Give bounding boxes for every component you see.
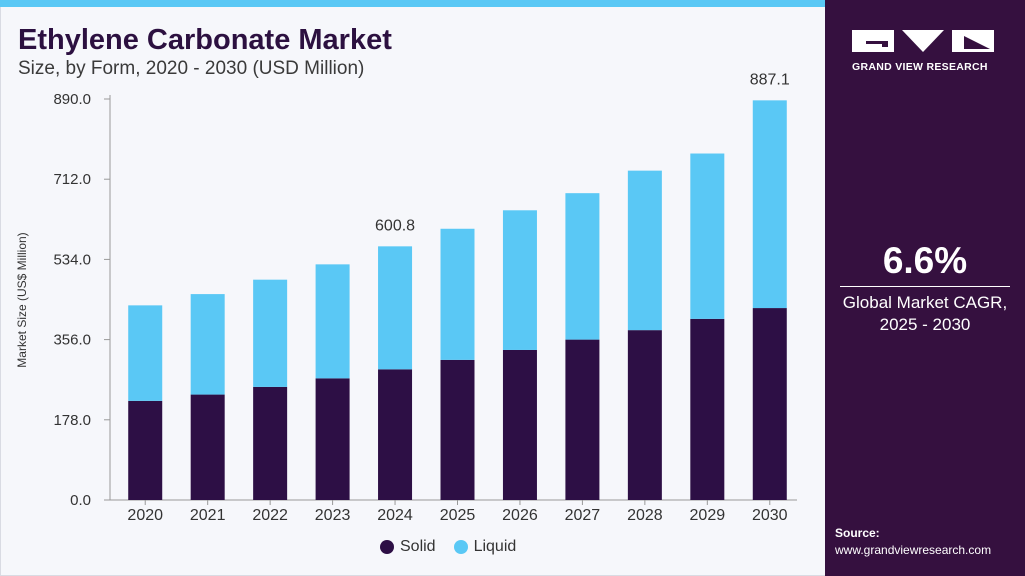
- chart-legend: Solid Liquid: [380, 538, 534, 556]
- bar-solid: [315, 378, 350, 500]
- bar-solid: [378, 369, 413, 500]
- legend-item-solid: Solid: [380, 538, 436, 556]
- bar-liquid: [752, 100, 787, 309]
- y-axis-title: Market Size (US$ Million): [15, 232, 29, 367]
- x-tick-label: 2023: [315, 507, 351, 524]
- y-tick-label: 890.0: [53, 91, 91, 108]
- data-label: 887.1: [750, 71, 790, 88]
- bar-solid: [128, 400, 163, 500]
- legend-swatch-liquid: [453, 540, 468, 554]
- bar-liquid: [128, 305, 163, 401]
- bar-solid: [253, 386, 288, 500]
- grand-view-research-logo: [852, 30, 994, 52]
- bar-liquid: [378, 246, 413, 370]
- cagr-divider: [840, 286, 1010, 287]
- x-tick-label: 2029: [690, 507, 726, 524]
- legend-label-solid: Solid: [400, 538, 436, 555]
- bar-liquid: [440, 228, 475, 360]
- cagr-label-line2: 2025 - 2030: [879, 315, 971, 334]
- data-label: 600.8: [375, 217, 415, 234]
- bar-solid: [627, 330, 662, 500]
- source-url[interactable]: www.grandviewresearch.com: [835, 543, 992, 557]
- x-tick-label: 2022: [252, 507, 288, 524]
- y-tick-label: 712.0: [53, 171, 91, 188]
- bar-solid: [190, 394, 225, 500]
- bar-solid: [440, 359, 475, 500]
- cagr-label: Global Market CAGR, 2025 - 2030: [825, 292, 1025, 336]
- y-tick-label: 356.0: [53, 332, 91, 349]
- legend-label-liquid: Liquid: [473, 538, 517, 555]
- bar-liquid: [690, 153, 725, 319]
- y-tick-label: 0.0: [70, 492, 91, 509]
- bar-liquid: [627, 170, 662, 331]
- bar-solid: [690, 318, 725, 500]
- chart-title: Ethylene Carbonate Market: [18, 24, 392, 56]
- y-tick-label: 534.0: [53, 251, 91, 268]
- bar-liquid: [315, 264, 350, 379]
- bar-solid: [565, 339, 600, 500]
- x-tick-label: 2025: [440, 507, 476, 524]
- bar-solid: [752, 308, 787, 500]
- x-tick-label: 2028: [627, 507, 663, 524]
- chart-subtitle: Size, by Form, 2020 - 2030 (USD Million): [18, 58, 365, 79]
- cagr-value: 6.6%: [882, 240, 968, 281]
- x-tick-label: 2024: [377, 507, 413, 524]
- top-accent-bar: [0, 0, 825, 7]
- x-tick-label: 2026: [502, 507, 538, 524]
- x-tick-label: 2021: [190, 507, 226, 524]
- bar-liquid: [190, 294, 225, 395]
- side-panel: [825, 0, 1025, 576]
- brand-name: GRAND VIEW RESEARCH: [852, 61, 988, 73]
- source-label: Source:: [835, 526, 880, 540]
- x-tick-label: 2020: [127, 507, 163, 524]
- bar-liquid: [502, 210, 537, 350]
- x-tick-label: 2027: [565, 507, 601, 524]
- x-tick-label: 2030: [752, 507, 788, 524]
- legend-item-liquid: Liquid: [453, 538, 517, 556]
- bar-solid: [502, 349, 537, 500]
- bar-liquid: [565, 193, 600, 340]
- y-tick-label: 178.0: [53, 412, 91, 429]
- cagr-label-line1: Global Market CAGR,: [842, 293, 1008, 312]
- bar-liquid: [253, 279, 288, 387]
- legend-swatch-solid: [380, 540, 394, 554]
- bar-chart: 0.0 178.0 356.0 534.0 712.0 890.0 Market Size …: [15, 71, 797, 524]
